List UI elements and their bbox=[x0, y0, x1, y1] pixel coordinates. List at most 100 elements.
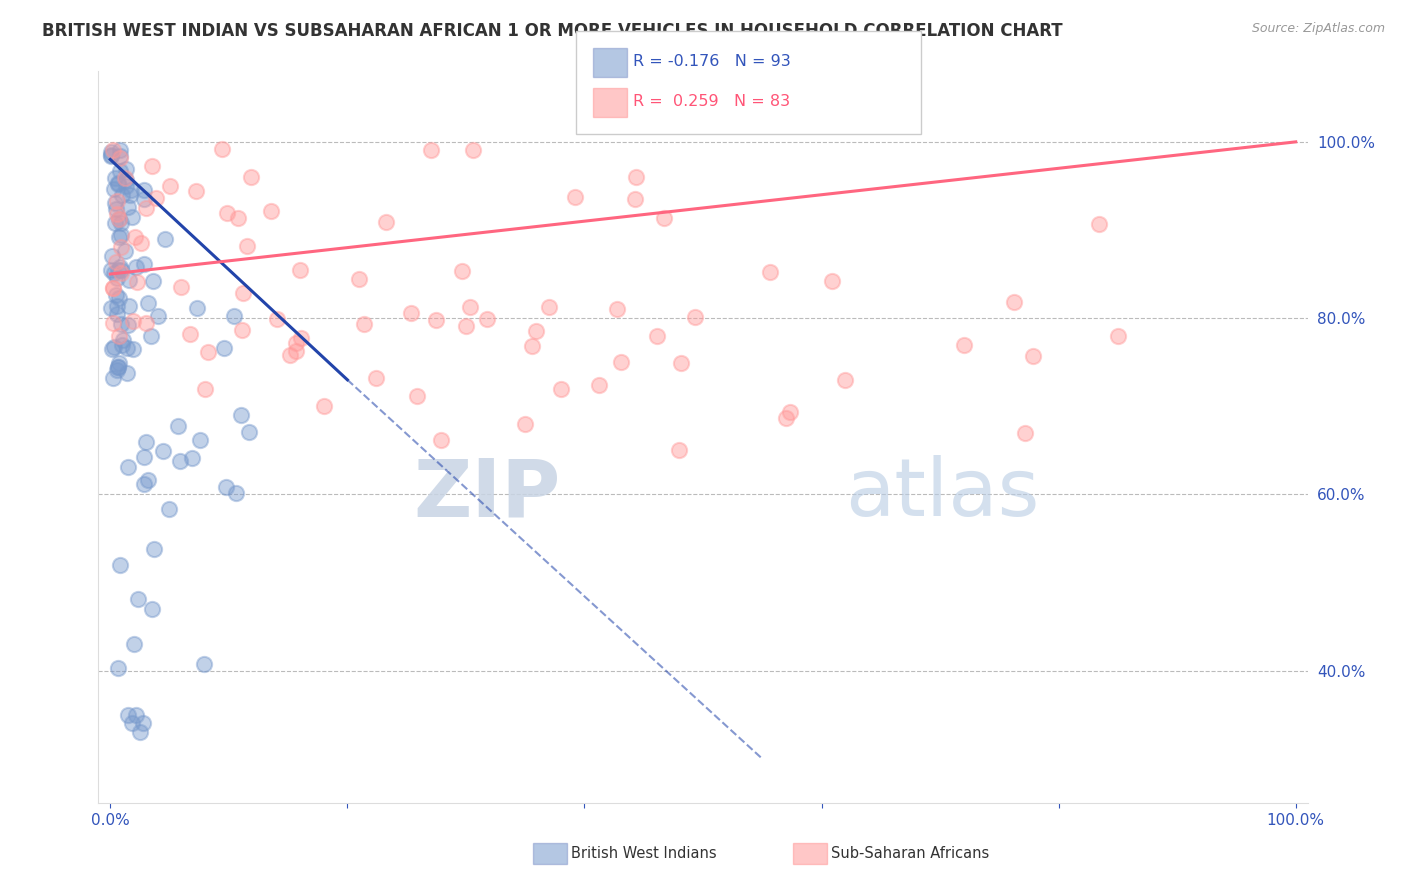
Point bbox=[100, 145, 122, 160]
Point bbox=[101, 281, 124, 295]
Text: atlas: atlas bbox=[845, 455, 1039, 533]
Point bbox=[111, 338, 134, 352]
Point bbox=[110, 151, 132, 165]
Point bbox=[100, 343, 122, 357]
Point bbox=[121, 314, 143, 328]
Point bbox=[108, 558, 131, 572]
Point bbox=[115, 172, 138, 186]
Point bbox=[225, 485, 247, 500]
Point bbox=[143, 542, 166, 557]
Point bbox=[353, 318, 375, 332]
Point bbox=[101, 281, 124, 295]
Point bbox=[821, 274, 844, 288]
Point bbox=[374, 215, 396, 229]
Point bbox=[460, 300, 482, 314]
Point bbox=[141, 159, 163, 173]
Point bbox=[120, 183, 142, 197]
Point bbox=[122, 342, 145, 356]
Point bbox=[197, 345, 219, 359]
Point bbox=[231, 323, 253, 337]
Point bbox=[238, 425, 260, 440]
Point bbox=[125, 260, 148, 274]
Point bbox=[135, 316, 157, 330]
Point bbox=[429, 434, 451, 448]
Point bbox=[668, 443, 690, 458]
Point bbox=[211, 142, 233, 156]
Point bbox=[538, 301, 561, 315]
Point bbox=[609, 355, 631, 369]
Point bbox=[105, 271, 128, 285]
Point bbox=[108, 143, 131, 157]
Point bbox=[105, 307, 128, 321]
Point bbox=[124, 230, 146, 244]
Point bbox=[110, 188, 132, 202]
Point bbox=[108, 230, 131, 244]
Point bbox=[112, 334, 135, 348]
Point bbox=[194, 382, 217, 396]
Point bbox=[524, 324, 547, 338]
Point bbox=[108, 164, 131, 178]
Point bbox=[215, 206, 238, 220]
Point bbox=[101, 316, 124, 330]
Point bbox=[107, 262, 129, 277]
Point bbox=[135, 434, 157, 449]
Point bbox=[105, 194, 128, 208]
Point bbox=[105, 299, 128, 313]
Point bbox=[104, 216, 127, 230]
Point bbox=[290, 331, 312, 345]
Point bbox=[115, 161, 138, 176]
Point bbox=[215, 479, 238, 493]
Point bbox=[624, 192, 647, 206]
Point bbox=[775, 410, 797, 425]
Text: R =  0.259   N = 83: R = 0.259 N = 83 bbox=[633, 95, 790, 109]
Point bbox=[239, 170, 262, 185]
Text: ZIP: ZIP bbox=[413, 455, 561, 533]
Point bbox=[117, 299, 139, 313]
Point bbox=[779, 405, 801, 419]
Point bbox=[285, 343, 308, 358]
Point bbox=[101, 144, 124, 158]
Point bbox=[266, 312, 288, 326]
Point bbox=[134, 450, 156, 465]
Point bbox=[129, 235, 152, 250]
Point bbox=[138, 295, 160, 310]
Point bbox=[522, 339, 544, 353]
Point bbox=[101, 248, 124, 262]
Point bbox=[188, 433, 211, 447]
Point bbox=[588, 377, 610, 392]
Point bbox=[136, 474, 159, 488]
Point bbox=[121, 716, 143, 731]
Point bbox=[456, 319, 478, 334]
Text: British West Indians: British West Indians bbox=[571, 847, 717, 861]
Point bbox=[127, 275, 149, 289]
Point bbox=[228, 211, 250, 225]
Point bbox=[179, 326, 201, 341]
Point bbox=[406, 389, 429, 403]
Point bbox=[103, 182, 125, 196]
Point bbox=[1022, 349, 1045, 363]
Point bbox=[110, 317, 132, 331]
Point bbox=[115, 341, 138, 355]
Point bbox=[114, 179, 136, 194]
Point bbox=[134, 257, 156, 271]
Point bbox=[122, 637, 145, 651]
Point bbox=[132, 716, 155, 731]
Point bbox=[186, 301, 208, 315]
Point bbox=[115, 366, 138, 380]
Point bbox=[606, 302, 628, 317]
Point bbox=[114, 244, 136, 258]
Point bbox=[461, 143, 484, 157]
Point bbox=[645, 328, 668, 343]
Point bbox=[104, 202, 127, 216]
Point bbox=[104, 196, 127, 211]
Point bbox=[110, 216, 132, 230]
Point bbox=[157, 502, 180, 516]
Point bbox=[108, 356, 131, 370]
Point bbox=[118, 187, 141, 202]
Point bbox=[1107, 328, 1129, 343]
Point bbox=[117, 459, 139, 474]
Point bbox=[134, 183, 156, 197]
Point bbox=[425, 312, 447, 326]
Point bbox=[141, 602, 163, 616]
Point bbox=[1088, 217, 1111, 231]
